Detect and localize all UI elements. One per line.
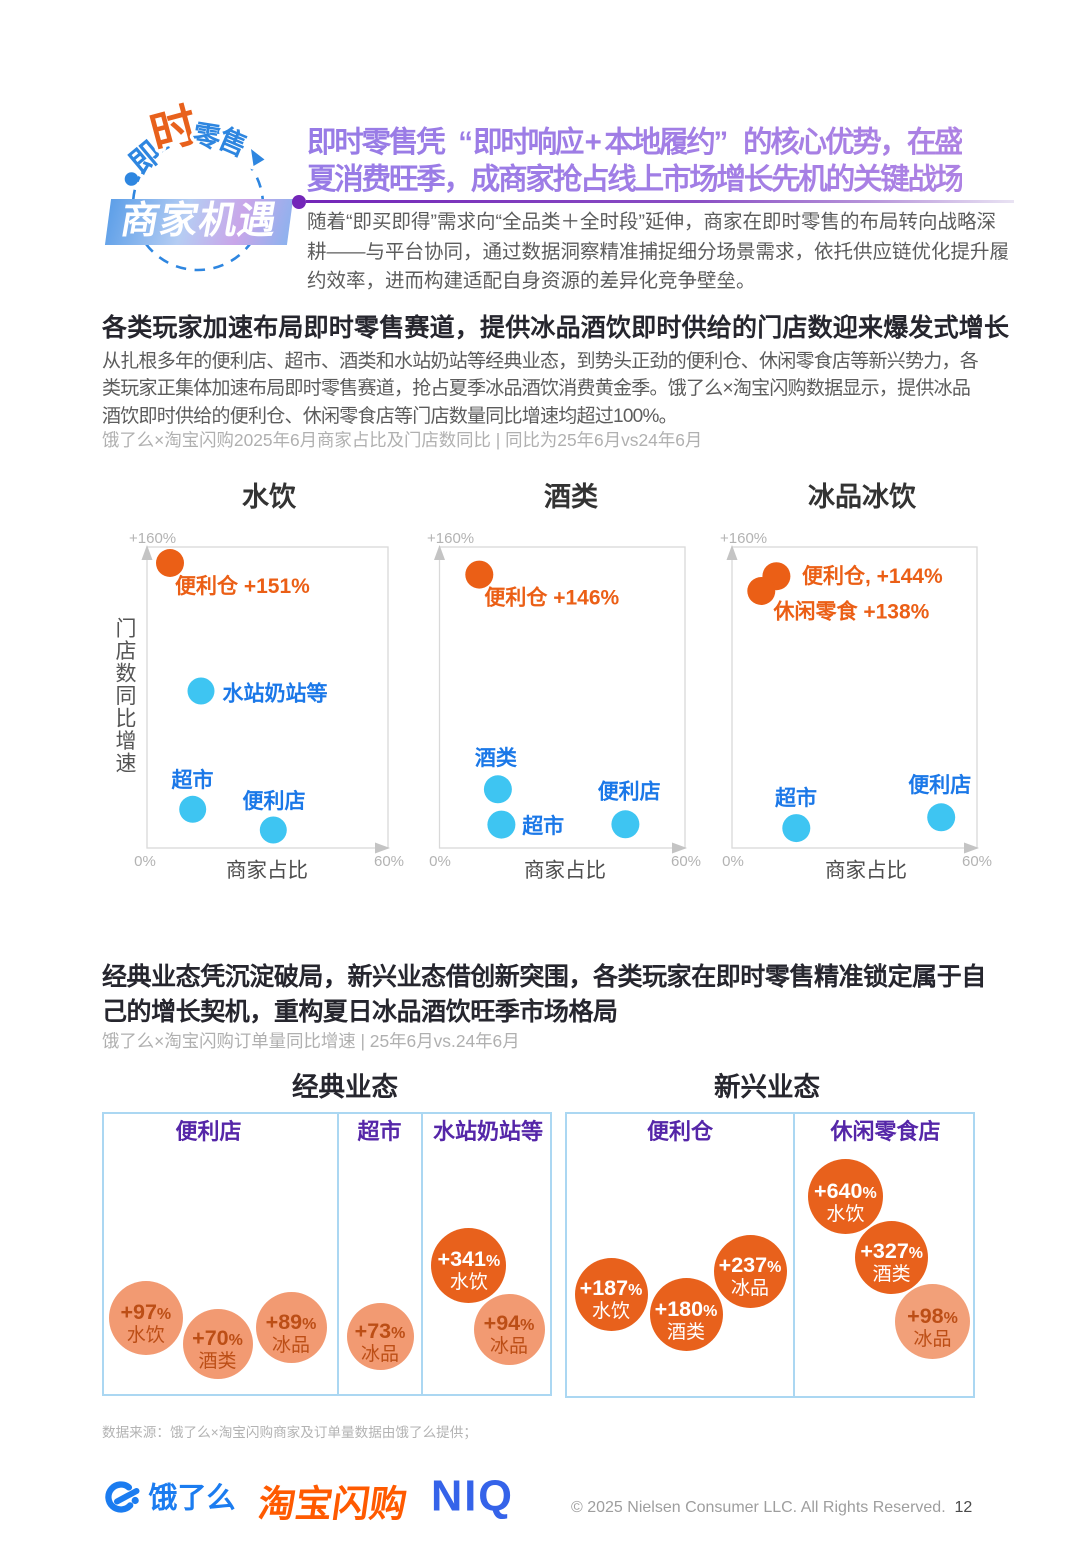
svg-text:便利店: 便利店 (598, 780, 661, 804)
svg-text:比: 比 (116, 708, 137, 731)
svg-text:商家占比: 商家占比 (825, 859, 907, 882)
svg-text:+160%: +160% (720, 530, 767, 547)
svg-text:60%: 60% (671, 853, 701, 870)
svg-text:+160%: +160% (129, 530, 176, 547)
svg-text:超市: 超市 (522, 814, 564, 838)
svg-text:NIQ: NIQ (431, 1480, 514, 1521)
svg-text:便利仓 +146%: 便利仓 +146% (484, 586, 619, 610)
svg-text:+160%: +160% (427, 530, 474, 547)
svg-text:便利仓, +144%: 便利仓, +144% (802, 564, 943, 588)
svg-text:酒类: 酒类 (475, 747, 518, 770)
svg-text:便利仓 +151%: 便利仓 +151% (175, 574, 310, 598)
svg-text:速: 速 (116, 753, 137, 776)
svg-text:便利店: 便利店 (243, 789, 306, 813)
svg-text:0%: 0% (429, 853, 451, 870)
svg-text:60%: 60% (962, 853, 992, 870)
svg-text:便利店: 便利店 (908, 773, 971, 797)
svg-text:商家占比: 商家占比 (226, 859, 308, 882)
svg-text:0%: 0% (134, 853, 156, 870)
svg-text:休闲零食 +138%: 休闲零食 +138% (773, 600, 930, 624)
svg-text:数: 数 (116, 663, 137, 686)
svg-text:超市: 超市 (172, 768, 214, 792)
svg-text:店: 店 (116, 640, 137, 663)
svg-text:同: 同 (116, 685, 137, 708)
svg-text:水站奶站等: 水站奶站等 (223, 682, 328, 706)
svg-text:0%: 0% (722, 853, 744, 870)
svg-text:水饮: 水饮 (242, 482, 297, 512)
svg-text:淘宝闪购: 淘宝闪购 (256, 1483, 410, 1525)
svg-text:商家占比: 商家占比 (524, 859, 606, 882)
svg-text:酒类: 酒类 (544, 482, 598, 512)
svg-text:饿了么: 饿了么 (149, 1482, 236, 1515)
svg-text:门: 门 (116, 618, 137, 641)
svg-text:冰品冰饮: 冰品冰饮 (808, 482, 917, 512)
svg-text:增: 增 (116, 730, 137, 753)
svg-text:超市: 超市 (775, 786, 817, 810)
svg-text:60%: 60% (374, 853, 404, 870)
